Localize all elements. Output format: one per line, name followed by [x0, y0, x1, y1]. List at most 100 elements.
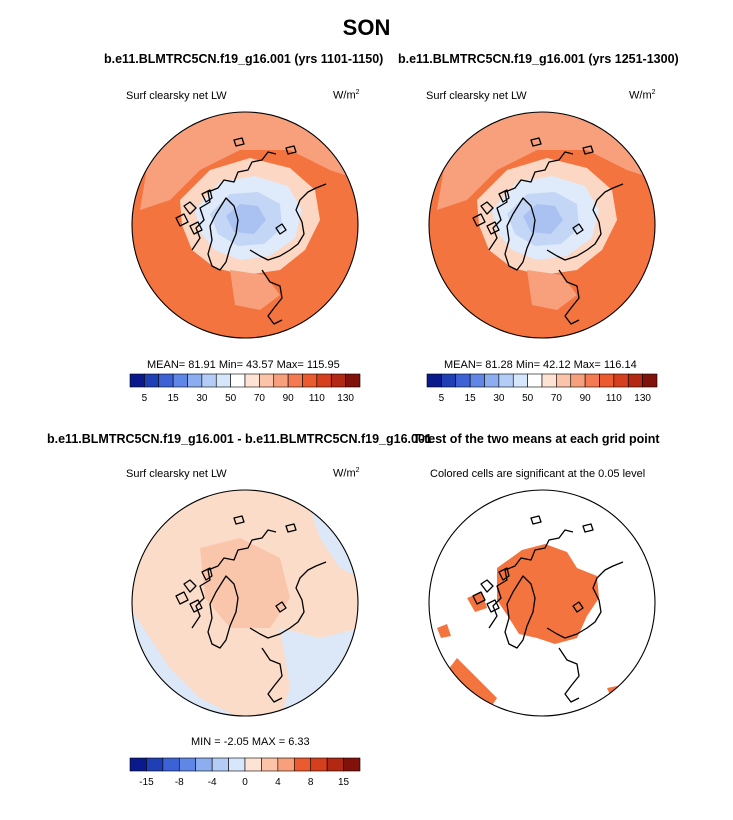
colorbar-swatch: [162, 757, 180, 772]
colorbar-1: 5 15 30 50 70 90 110 130: [129, 373, 361, 404]
field-contour-mid: [140, 112, 358, 210]
coastline: [498, 567, 510, 581]
colorbar-swatch: [345, 373, 361, 388]
coastline: [572, 601, 584, 613]
colorbar-swatch: [570, 373, 586, 388]
map-field: [132, 112, 358, 338]
map-boundary: [131, 111, 359, 339]
colorbar-tick-label: 4: [275, 777, 281, 788]
colorbar-3: -15 -8 -4 0 4 8 15: [129, 757, 361, 788]
colorbar-swatch: [455, 373, 471, 388]
colorbar-swatch: [261, 757, 279, 772]
colorbar-swatch: [642, 373, 658, 388]
colorbar-swatch: [293, 757, 312, 772]
coastline: [201, 189, 213, 203]
colorbar-tick-label: 70: [254, 393, 266, 404]
coastline: [546, 183, 624, 261]
colorbar-swatch: [158, 373, 174, 388]
colorbar-tick-label: 50: [522, 393, 534, 404]
polar-map-2: [428, 111, 656, 339]
colorbar-swatch: [244, 757, 262, 772]
colorbar-swatch: [469, 373, 485, 388]
colorbar-tick-label: -4: [208, 777, 217, 788]
colorbar-swatch: [302, 373, 318, 388]
coastline: [191, 151, 277, 251]
colorbar-swatch: [512, 373, 528, 388]
coastline: [275, 601, 287, 613]
map-boundary: [428, 489, 656, 717]
colorbar-swatch: [277, 757, 295, 772]
units-label-2: W/m2: [629, 89, 656, 102]
field-contour-negative-2: [280, 628, 358, 716]
colorbar-tick-label: 15: [338, 777, 350, 788]
colorbar-swatch: [441, 373, 457, 388]
colorbar-swatch: [129, 757, 147, 772]
colorbar-swatch: [498, 373, 514, 388]
coastline: [261, 269, 283, 325]
stats-text-2: MEAN= 81.28 Min= 42.12 Max= 116.14: [444, 359, 637, 371]
coastline: [249, 183, 327, 261]
coastline: [530, 515, 542, 525]
variable-label-1: Surf clearsky net LW: [126, 90, 227, 102]
field-contour-mid-2: [527, 270, 577, 310]
panel-title-bottom-right: T-test of the two means at each grid poi…: [413, 432, 660, 446]
colorbar-swatch: [316, 373, 332, 388]
colorbar-tick-label: -15: [139, 777, 154, 788]
colorbar-tick-label: 15: [168, 393, 180, 404]
polar-map-ttest: [428, 489, 656, 717]
coastline: [480, 579, 494, 593]
colorbar-swatch: [584, 373, 600, 388]
colorbar-swatch: [259, 373, 275, 388]
colorbar-swatch: [146, 757, 164, 772]
coastline: [530, 137, 542, 147]
coastline: [183, 201, 197, 215]
colorbar-swatch: [527, 373, 543, 388]
colorbar-swatch: [541, 373, 557, 388]
colorbar-swatch: [201, 373, 217, 388]
colorbar-tick-label: 110: [309, 393, 325, 404]
coastline: [488, 529, 574, 629]
coastline: [207, 575, 239, 649]
colorbar-tick-label: 90: [580, 393, 592, 404]
map-field: [429, 490, 655, 716]
units-label-3: W/m2: [333, 467, 360, 480]
coastline: [472, 591, 486, 605]
figure-title: SON: [342, 15, 391, 40]
colorbar-swatch: [343, 757, 361, 772]
coastline: [582, 523, 594, 533]
coastline: [261, 647, 283, 703]
coastline: [504, 197, 536, 271]
colorbar-tick-label: 15: [465, 393, 477, 404]
map-boundary: [428, 111, 656, 339]
variable-label-2: Surf clearsky net LW: [426, 90, 527, 102]
colorbar-swatch: [211, 757, 229, 772]
colorbar-swatch: [178, 757, 197, 772]
colorbar-tick-label: 5: [439, 393, 445, 404]
colorbar-swatch: [129, 373, 145, 388]
colorbar-swatch: [330, 373, 346, 388]
colorbar-swatch: [599, 373, 615, 388]
coastline: [498, 189, 510, 203]
field-contour-negative-3: [310, 508, 358, 578]
stats-text-1: MEAN= 81.91 Min= 43.57 Max= 115.95: [147, 359, 340, 371]
map-boundary: [131, 489, 359, 717]
colorbar-swatch: [144, 373, 160, 388]
colorbar-swatch: [287, 373, 303, 388]
coastline: [249, 561, 327, 639]
coastline: [472, 213, 486, 227]
coastline: [189, 599, 203, 613]
coastline: [582, 145, 594, 155]
coastline: [201, 567, 213, 581]
colorbar-2: 5 15 30 50 70 90 110 130: [426, 373, 658, 404]
significant-region: [497, 544, 599, 644]
coastline: [191, 529, 277, 629]
colorbar-swatch: [556, 373, 572, 388]
colorbar-tick-label: 110: [606, 393, 622, 404]
panel-title-top-left: b.e11.BLMTRC5CN.f19_g16.001 (yrs 1101-11…: [104, 52, 384, 66]
colorbar-tick-label: -8: [175, 777, 184, 788]
coastline: [207, 197, 239, 271]
colorbar-tick-label: 70: [551, 393, 563, 404]
significant-region-4: [607, 684, 633, 706]
colorbar-swatch: [426, 373, 442, 388]
coastline: [488, 151, 574, 251]
